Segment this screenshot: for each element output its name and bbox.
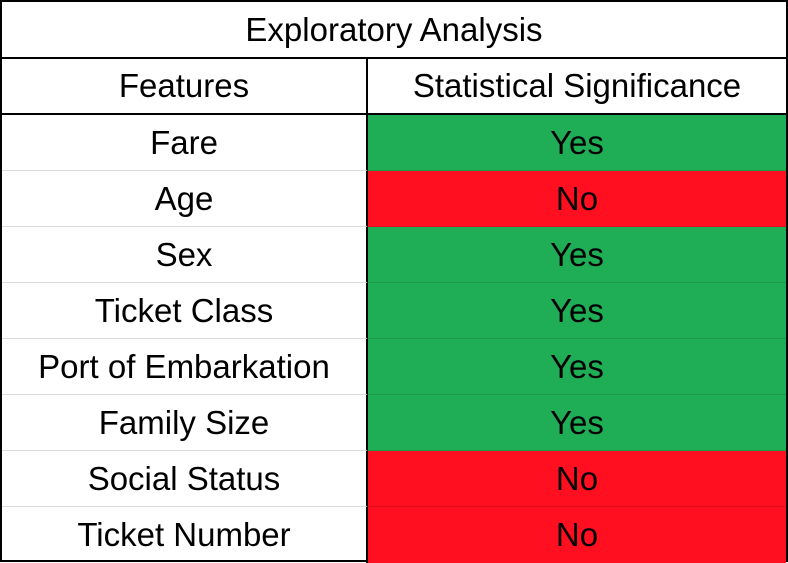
table-row: Family Size Yes: [2, 395, 786, 451]
significance-header: Statistical Significance: [368, 59, 786, 115]
feature-cell: Ticket Class: [2, 283, 368, 339]
table-row: Ticket Number No: [2, 507, 786, 563]
table-row: Social Status No: [2, 451, 786, 507]
table-row: Sex Yes: [2, 227, 786, 283]
significance-cell: No: [368, 171, 786, 227]
table-row: Fare Yes: [2, 115, 786, 171]
table-row: Port of Embarkation Yes: [2, 339, 786, 395]
significance-cell: Yes: [368, 339, 786, 395]
feature-cell: Social Status: [2, 451, 368, 507]
significance-cell: Yes: [368, 115, 786, 171]
table-row: Age No: [2, 171, 786, 227]
feature-cell: Fare: [2, 115, 368, 171]
significance-cell: No: [368, 507, 786, 563]
feature-cell: Sex: [2, 227, 368, 283]
significance-cell: Yes: [368, 227, 786, 283]
significance-cell: Yes: [368, 395, 786, 451]
significance-cell: Yes: [368, 283, 786, 339]
table-row: Ticket Class Yes: [2, 283, 786, 339]
table-title: Exploratory Analysis: [2, 2, 786, 59]
features-header: Features: [2, 59, 368, 115]
table-grid: Features Statistical Significance Fare Y…: [2, 59, 786, 563]
table-header-row: Features Statistical Significance: [2, 59, 786, 115]
significance-cell: No: [368, 451, 786, 507]
feature-cell: Ticket Number: [2, 507, 368, 563]
feature-cell: Port of Embarkation: [2, 339, 368, 395]
feature-cell: Family Size: [2, 395, 368, 451]
feature-cell: Age: [2, 171, 368, 227]
